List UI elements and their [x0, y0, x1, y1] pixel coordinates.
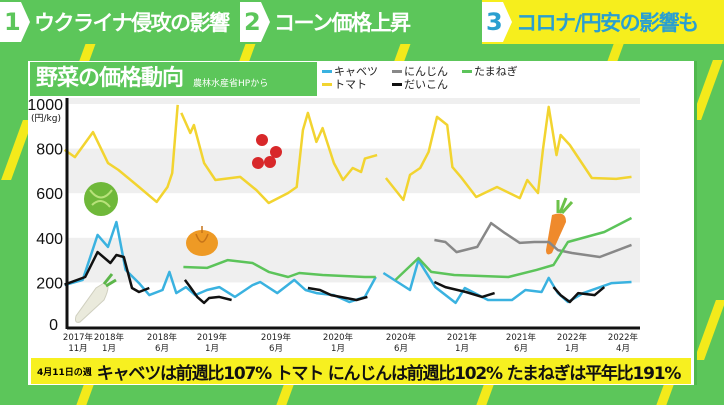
banner-label-2: コーン価格上昇: [274, 11, 411, 35]
series-line-4: [307, 286, 368, 302]
grid-band: [67, 148, 640, 194]
x-tick-label: 2020年: [323, 332, 354, 343]
legend-item: にんじん: [392, 63, 448, 79]
legend-swatch: [322, 69, 332, 73]
y-tick-label: 400: [36, 231, 63, 248]
y-tick-label: 600: [36, 186, 63, 203]
x-tick-label: 2021年: [506, 332, 537, 343]
series-line-0: [64, 220, 377, 304]
x-tick-label: 2021年: [447, 332, 478, 343]
x-tick-label: 2018年: [147, 332, 178, 343]
x-tick-label: 1月: [205, 344, 219, 354]
y-tick-label: 200: [36, 275, 63, 292]
x-tick-label: 2019年: [197, 332, 228, 343]
x-tick-label: 1月: [565, 344, 579, 354]
tomato-illustration: [270, 146, 282, 158]
panel-title-box: 野菜の価格動向 農林水産省HPから: [30, 62, 317, 96]
legend-label: にんじん: [404, 65, 448, 78]
series-line-4: [183, 279, 232, 305]
tomato-illustration: [264, 156, 276, 168]
x-tick-label: 2017年: [63, 332, 94, 343]
legend-label: だいこん: [404, 78, 448, 91]
series-line-4: [64, 250, 150, 294]
legend-item: たまねぎ: [462, 63, 518, 79]
series-line-3: [384, 105, 632, 202]
legend-label: キャベツ: [334, 65, 378, 78]
series-line-2: [394, 216, 633, 281]
topic-banner: 1 ウクライナ侵攻の影響 2 コーン価格上昇 3 コロナ/円安の影響も: [0, 0, 724, 44]
onion-illustration: [186, 230, 218, 256]
legend-swatch: [392, 69, 402, 73]
legend-item: だいこん: [392, 76, 448, 92]
y-tick-label: 1000: [27, 97, 63, 114]
tomato-illustration: [256, 134, 268, 146]
banner-label-3: コロナ/円安の影響も: [516, 11, 699, 35]
x-tick-label: 2019年: [261, 332, 292, 343]
legend-swatch: [322, 82, 332, 86]
y-tick-label: 800: [36, 142, 63, 159]
tomato-illustration: [252, 157, 264, 169]
series-line-2: [183, 258, 376, 279]
series-line-4: [552, 286, 606, 304]
daikon-illustration: [75, 282, 109, 323]
banner-item-2: 2 コーン価格上昇: [240, 0, 482, 44]
x-tick-label: 6月: [269, 344, 283, 354]
series-line-3: [63, 104, 179, 204]
series-line-1: [434, 221, 632, 259]
legend-label: トマト: [334, 78, 367, 91]
panel-source: 農林水産省HPから: [193, 79, 269, 89]
cabbage-illustration: [89, 189, 113, 208]
chart-panel: [28, 61, 697, 385]
daikon-illustration: [102, 273, 117, 288]
footer-caption: 4月11日の週 キャベツは前週比107% トマト にんじんは前週比102% たま…: [31, 358, 691, 384]
x-tick-label: 11月: [68, 344, 87, 354]
panel-title: 野菜の価格動向: [36, 66, 184, 91]
grid-band: [67, 237, 640, 283]
x-tick-label: 2018年: [94, 332, 125, 343]
x-tick-label: 2020年: [386, 332, 417, 343]
carrot-illustration: [556, 197, 574, 215]
x-tick-label: 6月: [155, 344, 169, 354]
banner-label-1: ウクライナ侵攻の影響: [34, 11, 230, 35]
legend-item: トマト: [322, 76, 367, 92]
series-line-4: [433, 280, 495, 299]
legend-label: たまねぎ: [474, 65, 518, 78]
series-line-3: [180, 111, 378, 205]
x-tick-label: 1月: [331, 344, 345, 354]
footer-week: 4月11日の週: [37, 367, 92, 378]
banner-item-3: 3 コロナ/円安の影響も: [482, 0, 724, 44]
y-axis-unit: (円/kg): [31, 113, 61, 124]
x-tick-label: 2022年: [557, 332, 588, 343]
x-tick-label: 1月: [455, 344, 469, 354]
grid-band: [67, 98, 640, 104]
x-tick-label: 2022年: [608, 332, 639, 343]
cabbage-illustration: [84, 182, 118, 216]
legend-item: キャベツ: [322, 63, 378, 79]
banner-item-1: 1 ウクライナ侵攻の影響: [0, 0, 240, 44]
y-tick-label: 0: [49, 317, 58, 334]
x-tick-label: 6月: [514, 344, 528, 354]
x-tick-label: 6月: [394, 344, 408, 354]
x-tick-label: 4月: [616, 344, 630, 354]
onion-illustration: [195, 226, 209, 243]
legend-swatch: [392, 82, 402, 86]
legend-swatch: [462, 69, 472, 73]
x-tick-label: 1月: [102, 344, 116, 354]
footer-text: キャベツは前週比107% トマト にんじんは前週比102% たまねぎは平年比19…: [96, 363, 682, 384]
